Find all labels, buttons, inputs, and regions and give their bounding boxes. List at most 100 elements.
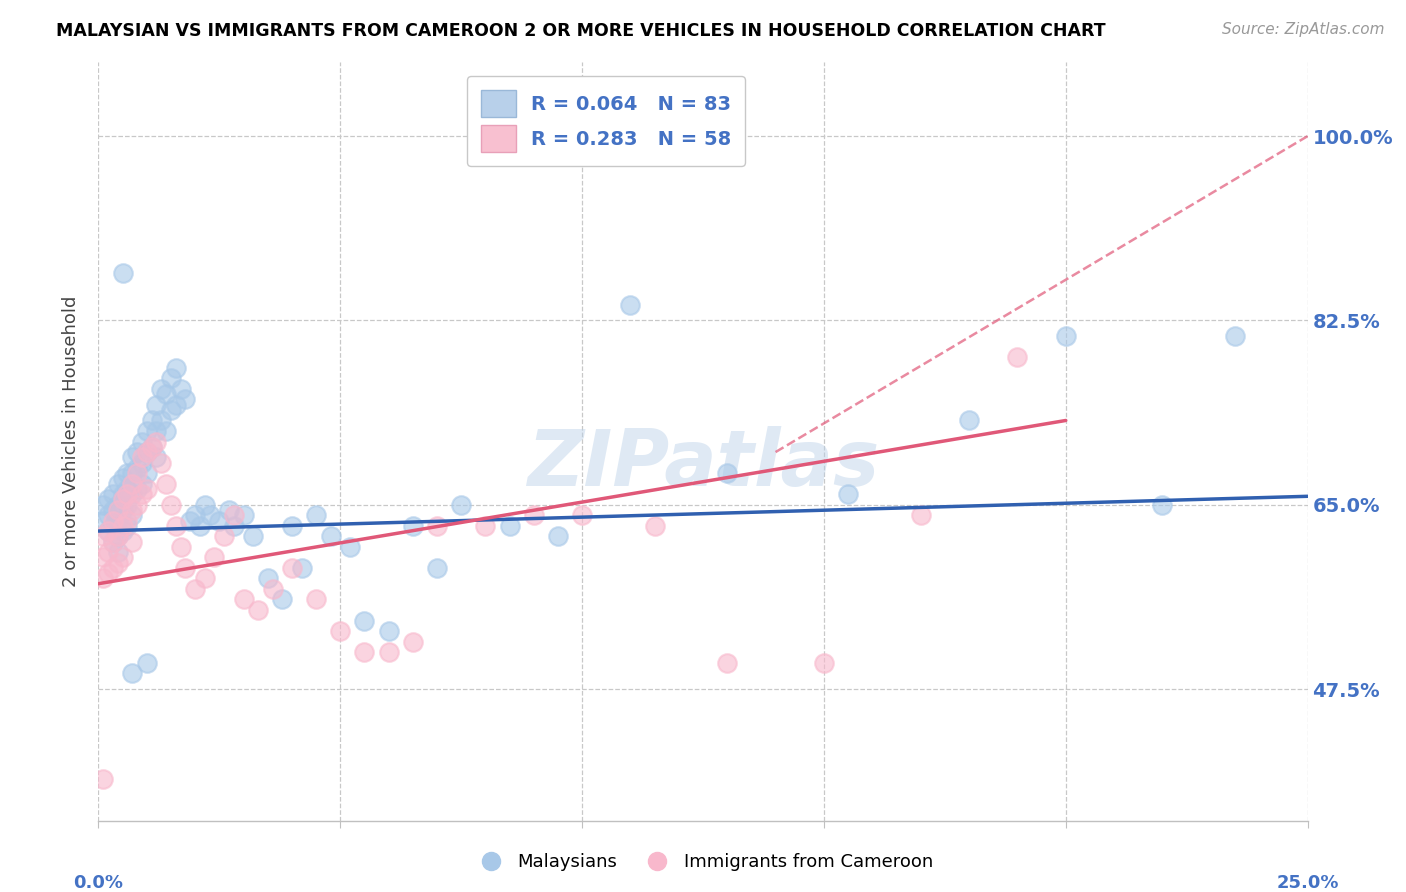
Point [547, 529, 569, 543]
Point [957, 413, 980, 427]
Point [107, 529, 129, 543]
Point [117, 518, 139, 533]
Point [194, 571, 217, 585]
Point [247, 603, 270, 617]
Point [111, 266, 134, 280]
Point [131, 476, 153, 491]
Point [91, 571, 114, 585]
Point [111, 524, 134, 538]
Point [121, 487, 143, 501]
Point [179, 514, 201, 528]
Point [107, 514, 129, 528]
Point [353, 614, 375, 628]
Point [165, 398, 187, 412]
Point [402, 634, 425, 648]
Point [160, 498, 183, 512]
Text: 25.0%: 25.0% [1277, 874, 1339, 892]
Point [184, 508, 207, 523]
Point [135, 445, 157, 459]
Point [290, 561, 312, 575]
Point [111, 492, 134, 507]
Point [121, 450, 143, 465]
Point [101, 561, 124, 575]
Point [91, 514, 114, 528]
Point [101, 518, 124, 533]
Point [169, 540, 191, 554]
Point [121, 534, 143, 549]
Point [716, 466, 738, 480]
Text: ZIPatlas: ZIPatlas [527, 426, 879, 502]
Point [131, 434, 153, 449]
Point [155, 387, 177, 401]
Point [498, 518, 520, 533]
Point [117, 498, 139, 512]
Point [121, 666, 143, 681]
Point [117, 482, 139, 496]
Point [145, 424, 167, 438]
Point [135, 424, 157, 438]
Point [188, 518, 211, 533]
Point [174, 561, 197, 575]
Point [150, 382, 173, 396]
Point [145, 398, 167, 412]
Point [281, 518, 304, 533]
Point [198, 508, 221, 523]
Point [165, 518, 187, 533]
Point [117, 514, 139, 528]
Point [111, 487, 134, 501]
Point [111, 503, 134, 517]
Point [107, 545, 129, 559]
Text: MALAYSIAN VS IMMIGRANTS FROM CAMEROON 2 OR MORE VEHICLES IN HOUSEHOLD CORRELATIO: MALAYSIAN VS IMMIGRANTS FROM CAMEROON 2 … [56, 22, 1107, 40]
Point [131, 487, 153, 501]
Point [208, 514, 231, 528]
Point [101, 514, 124, 528]
Point [135, 466, 157, 480]
Point [218, 503, 240, 517]
Point [232, 592, 254, 607]
Point [329, 624, 352, 639]
Point [150, 413, 173, 427]
Point [242, 529, 264, 543]
Legend: R = 0.064   N = 83, R = 0.283   N = 58: R = 0.064 N = 83, R = 0.283 N = 58 [467, 76, 745, 166]
Point [450, 498, 472, 512]
Point [101, 534, 124, 549]
Point [121, 476, 143, 491]
Point [281, 561, 304, 575]
Point [910, 508, 932, 523]
Point [107, 498, 129, 512]
Point [145, 450, 167, 465]
Point [97, 492, 120, 507]
Point [262, 582, 284, 596]
Point [222, 508, 245, 523]
Point [716, 656, 738, 670]
Point [377, 624, 399, 639]
Point [837, 487, 859, 501]
Point [402, 518, 425, 533]
Point [127, 466, 149, 480]
Point [204, 550, 226, 565]
Point [1152, 498, 1174, 512]
Point [353, 645, 375, 659]
Point [117, 487, 139, 501]
Point [619, 298, 641, 312]
Point [97, 524, 120, 538]
Point [319, 529, 342, 543]
Point [91, 772, 114, 786]
Point [131, 456, 153, 470]
Point [127, 461, 149, 475]
Point [160, 371, 183, 385]
Legend: Malaysians, Immigrants from Cameroon: Malaysians, Immigrants from Cameroon [465, 847, 941, 879]
Point [165, 360, 187, 375]
Point [135, 656, 157, 670]
Point [813, 656, 835, 670]
Point [571, 508, 593, 523]
Point [141, 440, 163, 454]
Point [145, 434, 167, 449]
Point [305, 592, 328, 607]
Point [97, 508, 120, 523]
Point [97, 566, 120, 581]
Point [339, 540, 361, 554]
Point [135, 445, 157, 459]
Point [141, 440, 163, 454]
Point [426, 518, 449, 533]
